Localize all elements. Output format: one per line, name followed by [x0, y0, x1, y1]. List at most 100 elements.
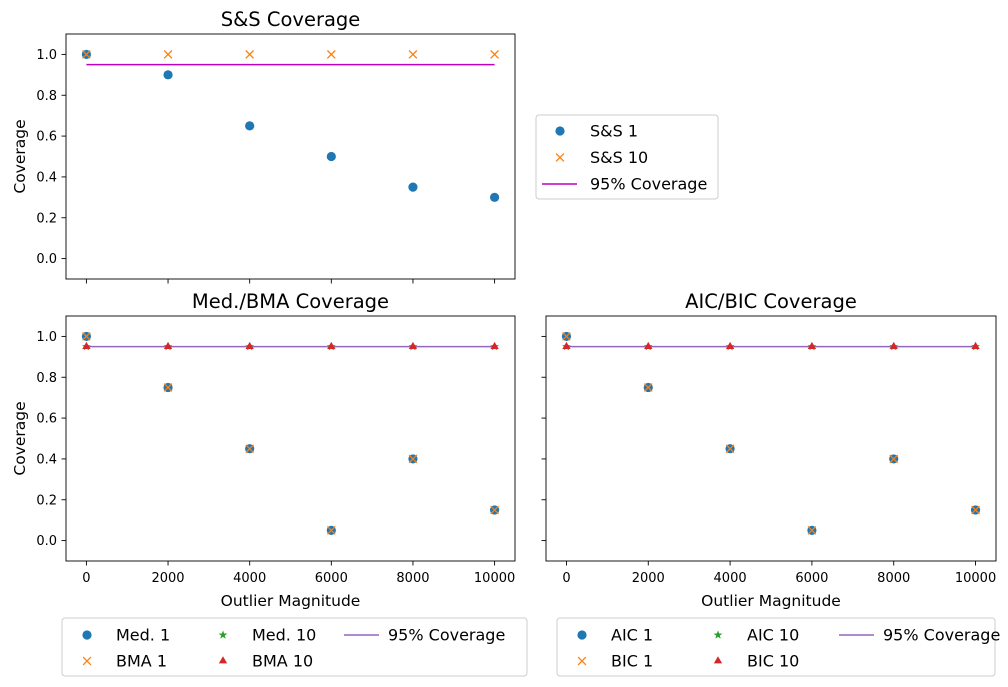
y-tick-label: 0.6 [36, 412, 57, 427]
legend-aic-bic [556, 617, 996, 677]
legend-entry: 95% Coverage [344, 626, 505, 645]
axes-frame [65, 315, 516, 562]
data-point [163, 50, 173, 59]
legend-ss [535, 114, 719, 200]
y-tick-label: 0.0 [36, 534, 57, 549]
data-point [326, 526, 336, 535]
data-point [408, 182, 418, 192]
y-axis-label: Coverage [11, 119, 29, 193]
data-point [163, 341, 173, 350]
data-point [889, 341, 898, 350]
y-tick-label: 1.0 [36, 330, 57, 345]
legend-marker [577, 630, 587, 640]
legend-label: Med. 1 [116, 626, 170, 645]
legend-marker [82, 630, 92, 640]
x-tick-label: 6000 [315, 571, 348, 586]
data-point [245, 50, 255, 59]
data-point [327, 341, 336, 350]
series-aic-1 [561, 331, 981, 535]
legend-label: BIC 1 [611, 652, 653, 671]
y-tick-label: 0.4 [36, 170, 57, 185]
data-point [490, 341, 499, 350]
series-med-1 [81, 331, 500, 535]
legend-label: 95% Coverage [590, 175, 707, 194]
x-tick-label: 2000 [632, 571, 665, 586]
x-tick-label: 8000 [877, 571, 910, 586]
data-point [245, 121, 255, 131]
data-point [408, 454, 418, 464]
data-point [490, 505, 499, 515]
data-point [562, 332, 571, 341]
legend-entry: BMA 10 [218, 652, 313, 671]
data-point [889, 454, 899, 464]
y-tick-label: 0.2 [36, 493, 57, 508]
data-point [971, 505, 980, 515]
y-axis-label: Coverage [11, 401, 29, 475]
legend-label: S&S 10 [590, 148, 648, 167]
chart-title: S&S Coverage [221, 8, 361, 31]
data-point [807, 526, 817, 535]
data-point [163, 70, 173, 80]
data-point [562, 341, 571, 350]
legend-label: BMA 1 [116, 652, 167, 671]
legend-marker [713, 656, 723, 664]
data-point [82, 50, 91, 59]
series-bma-1 [82, 332, 499, 535]
data-point [326, 50, 336, 59]
data-point [408, 50, 418, 59]
data-point [644, 341, 653, 350]
series-s-s-10 [82, 50, 499, 59]
data-point [490, 50, 499, 59]
legend-entry: AIC 1 [577, 626, 653, 645]
x-tick-label: 10000 [474, 571, 515, 586]
chart-title: Med./BMA Coverage [192, 290, 389, 313]
data-point [489, 192, 500, 202]
axes-frame [545, 315, 997, 562]
legend-entry: BMA 1 [82, 652, 167, 671]
legend-entry: BIC 10 [713, 652, 799, 671]
legend-marker [713, 630, 723, 639]
legend-label: Med. 10 [252, 626, 316, 645]
chart-title: AIC/BIC Coverage [685, 290, 857, 313]
legend-entry: 95% Coverage [542, 175, 707, 194]
data-point [163, 383, 173, 392]
x-tick-label: 8000 [396, 571, 429, 586]
y-tick-label: 0.4 [36, 452, 57, 467]
axes-3: AIC/BIC Coverage 0 2000 4000 6000 8000 10000 Ou… [541, 290, 997, 610]
series-bic-10 [562, 341, 980, 350]
data-point [971, 341, 980, 350]
y-tick-label: 0.0 [36, 252, 57, 267]
x-tick-label: 2000 [151, 571, 184, 586]
data-point [807, 341, 817, 350]
legend-entry: BIC 1 [577, 652, 653, 671]
axes-1: S&S Coverage 0.0 0.2 0.4 0.6 0.8 1.0 Coverage [11, 8, 516, 284]
data-point [725, 341, 735, 350]
legend-label: AIC 10 [747, 626, 799, 645]
legend-label: S&S 1 [590, 122, 638, 141]
axes-2: Med./BMA Coverage 0 2000 4000 6000 8000 10000 0… [11, 290, 516, 610]
legend-entry: 95% Coverage [839, 626, 1000, 645]
y-tick-label: 0.8 [36, 371, 57, 386]
y-tick-label: 0.2 [36, 211, 57, 226]
legend-marker [577, 656, 587, 666]
legend-entry: S&S 10 [555, 148, 648, 167]
y-tick-label: 1.0 [36, 48, 57, 63]
legend-marker [82, 656, 92, 666]
legend-label: BMA 10 [252, 652, 313, 671]
legend-marker [555, 153, 565, 162]
data-point [245, 444, 255, 454]
legend-label: AIC 1 [611, 626, 653, 645]
legend-entry: Med. 10 [218, 626, 316, 645]
x-axis-label: Outlier Magnitude [701, 592, 841, 610]
series-bma-10 [82, 341, 499, 350]
x-tick-label: 4000 [714, 571, 747, 586]
y-tick-label: 0.6 [36, 130, 57, 145]
axes-frame [65, 33, 516, 280]
series-s-s-1 [81, 49, 500, 202]
legend-marker [218, 630, 228, 639]
legend-label: 95% Coverage [388, 626, 505, 645]
legend-label: BIC 10 [747, 652, 799, 671]
legend-entry: Med. 1 [82, 626, 170, 645]
legend-marker [555, 126, 565, 136]
